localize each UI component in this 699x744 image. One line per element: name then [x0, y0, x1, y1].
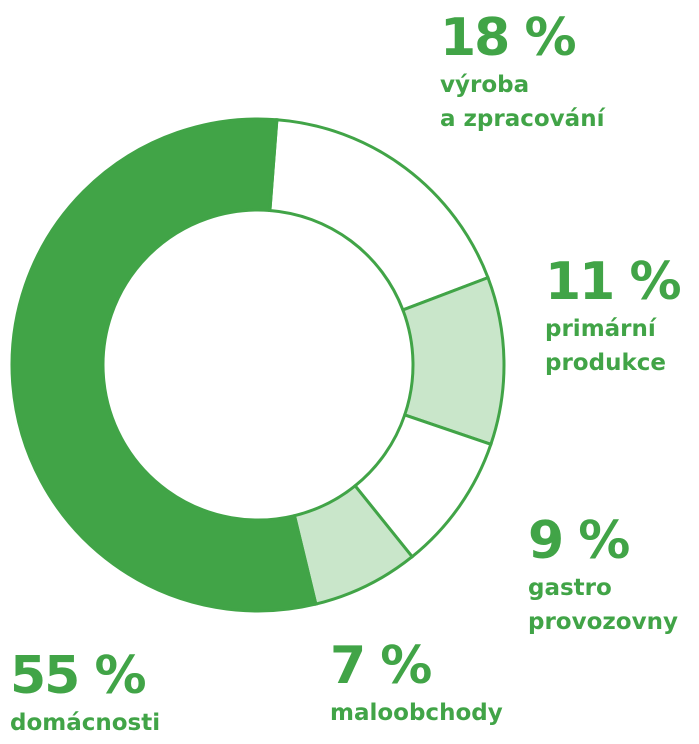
category-label: výroba a zpracování	[440, 72, 605, 132]
category-label: maloobchody	[330, 700, 503, 726]
value-label: 11 %	[545, 252, 682, 312]
value-label: 55 %	[10, 646, 147, 706]
category-label: domácnosti	[10, 710, 161, 736]
segment-label: 11 % primární produkce	[545, 252, 682, 380]
donut-segment	[268, 118, 490, 312]
value-label: 18 %	[440, 8, 577, 68]
segment-label: 9 % gastro provozovny	[528, 515, 678, 639]
segment-label: 18 % výroba a zpracování	[440, 12, 604, 136]
donut-segment	[10, 117, 318, 613]
value-label: 9 %	[528, 511, 630, 571]
category-label: primární produkce	[545, 316, 666, 376]
category-label: gastro provozovny	[528, 575, 678, 635]
segment-label: 55 % domácnosti	[10, 650, 160, 740]
segment-label: 7 % maloobchody	[330, 640, 503, 730]
value-label: 7 %	[330, 636, 432, 696]
